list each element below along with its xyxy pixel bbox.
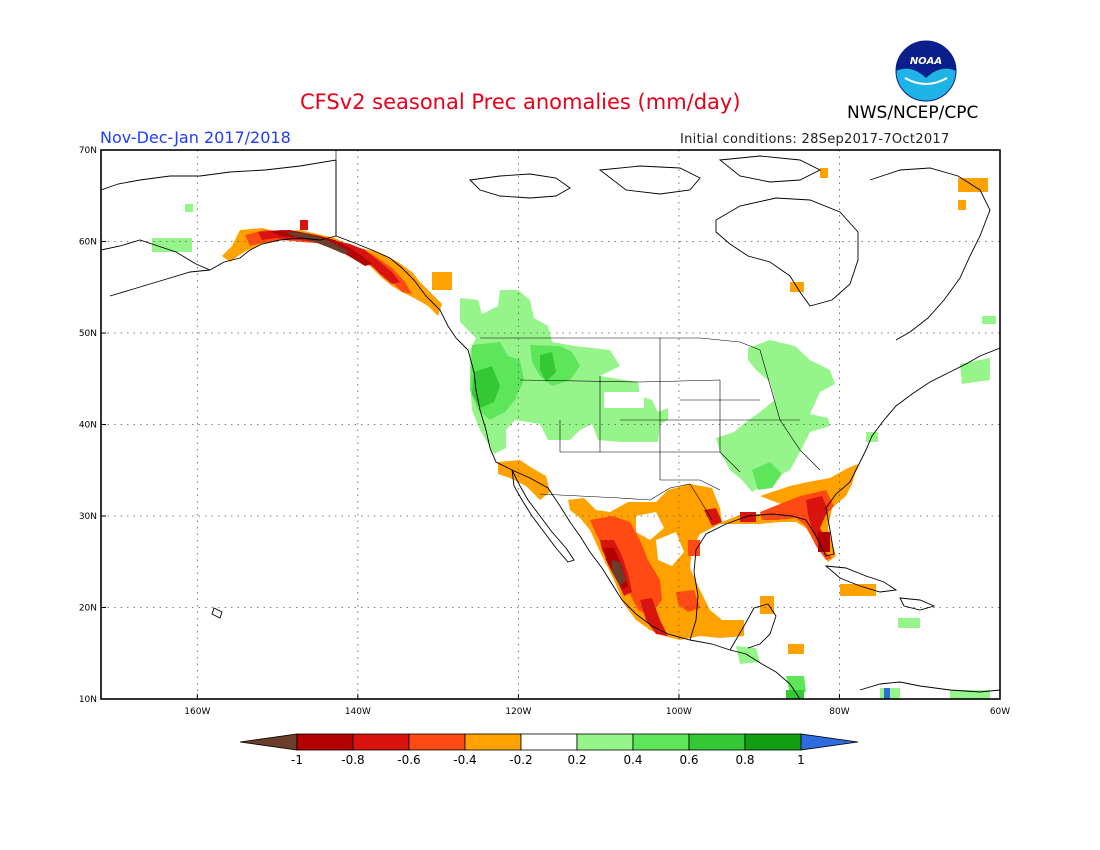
logo-text: NOAA (910, 56, 942, 67)
initial-conditions-label: Initial conditions: 28Sep2017-7Oct2017 (680, 132, 950, 147)
anomaly-fields (152, 168, 996, 699)
lon-label: 140W (345, 707, 371, 717)
lon-label: 120W (505, 707, 531, 717)
lon-label: 160W (184, 707, 210, 717)
lat-label: 70N (79, 146, 97, 156)
lat-label: 50N (79, 329, 97, 339)
period-label: Nov-Dec-Jan 2017/2018 (100, 128, 291, 147)
wet-region-northwest (460, 290, 668, 454)
lat-label: 40N (79, 421, 97, 431)
agency-label: NWS/NCEP/CPC (847, 103, 979, 123)
lon-label: 60W (990, 707, 1010, 717)
latitude-labels: 10N 20N 30N 40N 50N 60N 70N (79, 146, 106, 705)
lat-label: 60N (79, 238, 97, 248)
dry-region-alaska-bc (222, 168, 988, 316)
borders (335, 150, 821, 521)
noaa-logo: NOAA (895, 40, 957, 102)
wet-region-central-america (736, 618, 990, 699)
lon-label: 80W (829, 707, 849, 717)
wet-region-alaska (152, 204, 996, 384)
longitude-labels: 160W 140W 120W 100W 80W 60W (184, 694, 1010, 717)
lon-label: 100W (666, 707, 692, 717)
dry-region-mexico (498, 460, 876, 654)
graticule (101, 150, 1000, 699)
lat-label: 30N (79, 512, 97, 522)
lat-label: 20N (79, 604, 97, 614)
coastlines (101, 155, 1000, 699)
map-title: CFSv2 seasonal Prec anomalies (mm/day) (300, 90, 741, 114)
lat-label: 10N (79, 695, 97, 705)
